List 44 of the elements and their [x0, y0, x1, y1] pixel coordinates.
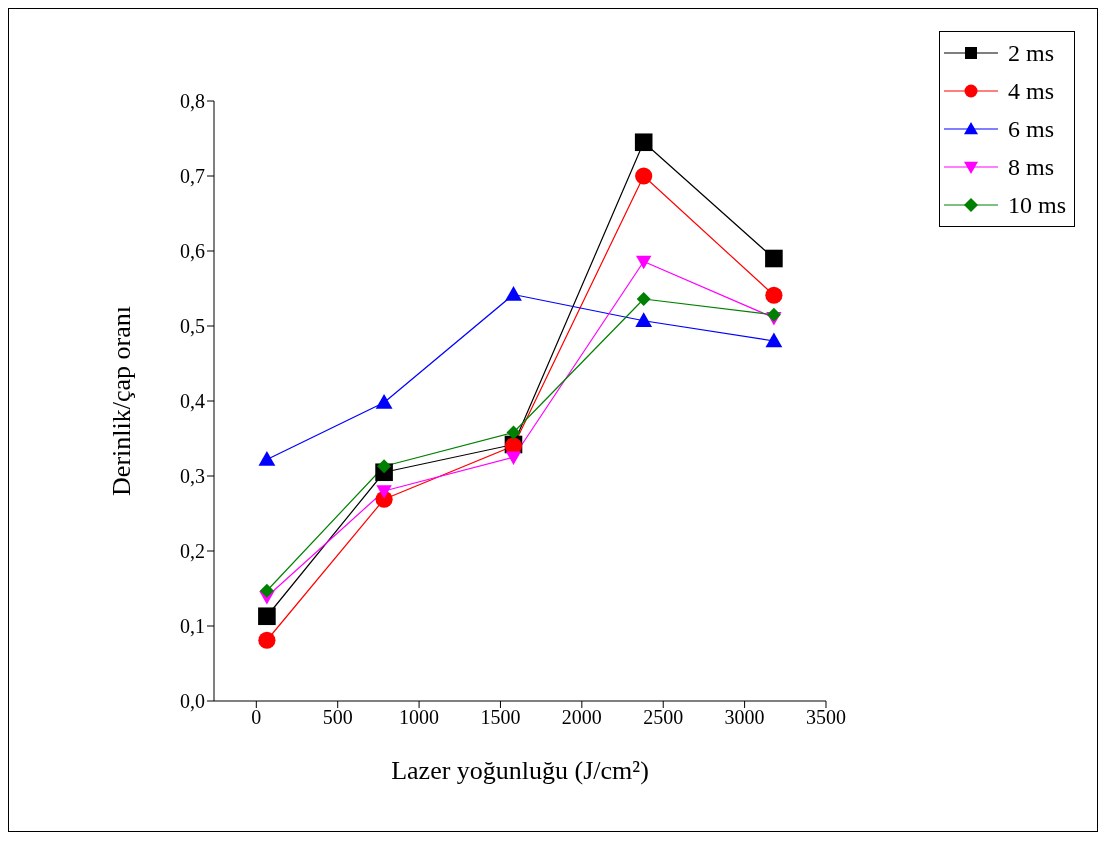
y-tick-label: 0,8	[180, 90, 205, 113]
y-tick-label: 0,3	[180, 465, 205, 488]
border-frame: 2 ms 4 ms 6 ms 8 ms 10 ms 0 500 1000 1500 2000 2500 3000 3500 Lazer yoğunluğu (J/cm²) 0,0 0,1 0,2 0,3 0,4 0,5 0,6 0,7 0,8 Derinlik/çap oranı	[8, 8, 1098, 832]
point	[258, 607, 276, 626]
point	[765, 332, 783, 348]
point	[506, 425, 521, 440]
point	[505, 451, 522, 465]
y-tick-label: 0,7	[180, 165, 205, 188]
point	[258, 631, 276, 649]
y-tick-label: 0,1	[180, 615, 205, 638]
x-tick-label: 3000	[724, 706, 765, 729]
point	[766, 307, 781, 322]
y-tick-label: 0,6	[180, 240, 205, 263]
point	[635, 312, 653, 328]
legend-label: 10 ms	[1007, 191, 1066, 219]
point	[636, 292, 651, 306]
point	[505, 286, 522, 301]
point	[259, 583, 274, 598]
point	[375, 394, 393, 409]
y-axis-title: Derinlik/çap oranı	[107, 306, 137, 496]
legend-label: 4 ms	[1007, 77, 1054, 105]
point	[635, 255, 652, 270]
point	[377, 459, 392, 474]
point	[635, 167, 653, 185]
y-tick-label: 0,5	[180, 315, 205, 338]
legend-label: 6 ms	[1007, 115, 1054, 143]
y-tick-label: 0,4	[180, 390, 205, 413]
point	[765, 249, 783, 268]
x-tick-label: 2500	[643, 706, 684, 729]
point	[376, 485, 392, 499]
x-tick-label: 3500	[805, 706, 846, 729]
legend-label: 8 ms	[1007, 153, 1054, 181]
x-tick-label: 500	[322, 706, 353, 729]
x-axis-title: Lazer yoğunluğu (J/cm²)	[391, 756, 649, 785]
legend-label: 2 ms	[1007, 39, 1054, 67]
point	[258, 451, 276, 466]
x-tick-label: 1500	[480, 706, 521, 729]
point	[634, 133, 653, 152]
x-tick-label: 0	[251, 706, 262, 729]
y-tick-label: 0,2	[180, 540, 205, 563]
y-tick-label: 0,0	[180, 690, 205, 713]
point	[765, 286, 783, 304]
x-tick-label: 2000	[561, 706, 602, 729]
x-tick-label: 1000	[399, 706, 440, 729]
